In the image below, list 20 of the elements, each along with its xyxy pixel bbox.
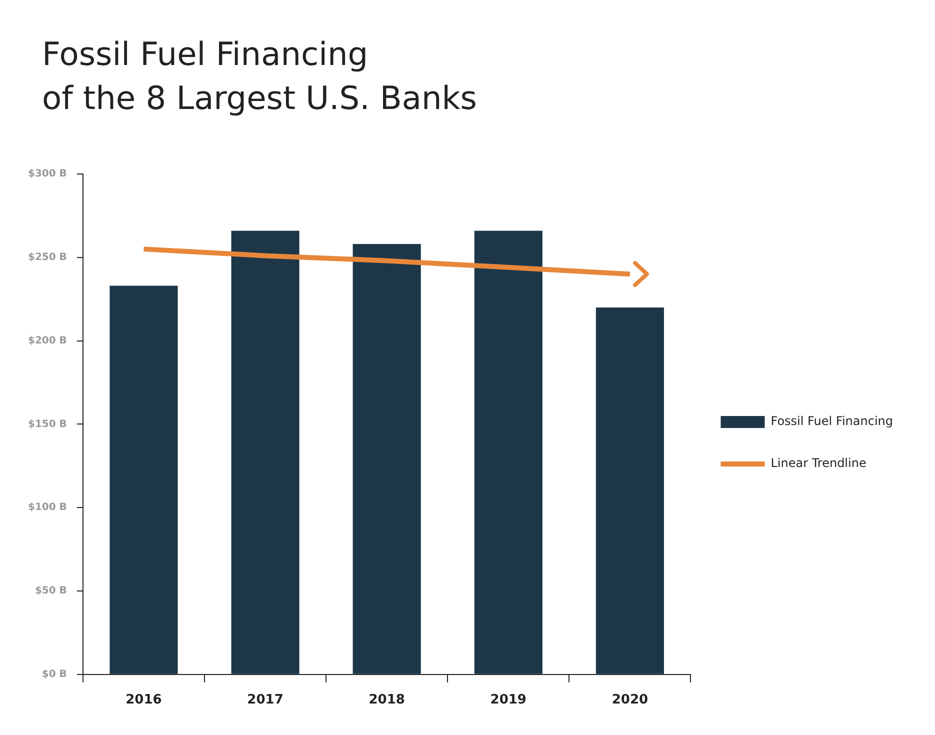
y-tick-label: $100 B (28, 502, 67, 514)
y-tick-label: $0 B (42, 668, 67, 680)
y-tick-label: $200 B (28, 335, 67, 346)
y-tick-label: $250 B (28, 252, 67, 263)
bar (596, 307, 664, 674)
y-tick-label: $150 B (28, 418, 67, 430)
y-tick-label: $300 B (28, 168, 67, 180)
x-tick-label: 2019 (490, 692, 526, 708)
legend-label: Linear Trendline (770, 456, 866, 470)
bar (231, 230, 300, 674)
x-tick-label: 2017 (247, 692, 284, 708)
legend-label: Fossil Fuel Financing (770, 414, 894, 428)
x-tick-label: 2018 (368, 692, 405, 708)
x-tick-label: 2020 (612, 692, 648, 708)
bar (110, 286, 178, 674)
y-tick-label: $50 B (34, 586, 67, 597)
chart-title: Fossil Fuel Financing of the 8 Largest U.S. Banks (42, 34, 477, 119)
bar (352, 244, 421, 674)
x-tick-label: 2016 (126, 692, 162, 708)
bar (474, 230, 542, 674)
